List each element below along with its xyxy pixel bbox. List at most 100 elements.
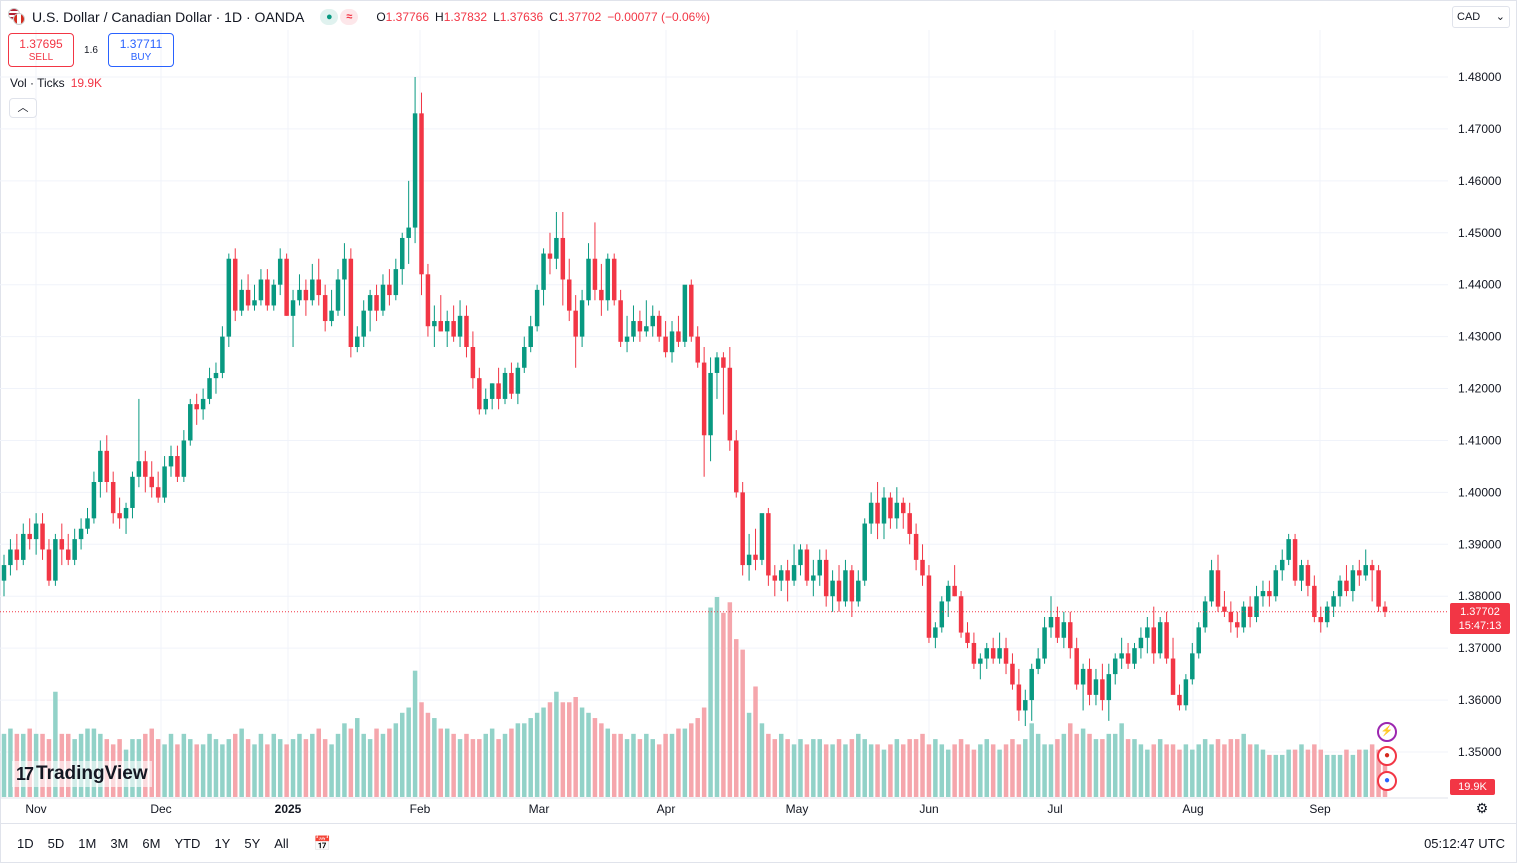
candle — [1312, 575, 1317, 623]
volume-bar — [984, 739, 990, 797]
volume-bar — [220, 744, 225, 797]
range-1m[interactable]: 1M — [78, 836, 97, 851]
volume-bar — [1, 733, 7, 797]
candle — [316, 258, 321, 306]
volume-bar — [387, 728, 392, 797]
candle — [978, 653, 983, 680]
lightning-event-icon[interactable]: ⚡ — [1377, 722, 1397, 742]
volume-bar — [599, 723, 604, 797]
volume-bar — [1350, 754, 1356, 797]
candle — [1151, 606, 1157, 664]
candle — [239, 279, 244, 316]
x-tick-label: Dec — [150, 802, 171, 816]
candle — [489, 383, 495, 410]
range-all[interactable]: All — [274, 836, 289, 851]
range-3m[interactable]: 3M — [110, 836, 129, 851]
volume-bar — [380, 733, 386, 797]
volume-bar — [817, 739, 823, 797]
candle — [1190, 642, 1195, 685]
candle — [226, 253, 232, 347]
price-chart[interactable]: 1.48000 1.47000 1.46000 1.45000 1.44000 1.430… — [0, 0, 1517, 822]
approx-icon[interactable]: ≈ — [340, 9, 359, 25]
candle — [213, 362, 219, 394]
volume-bar — [1003, 744, 1009, 797]
candle — [971, 632, 977, 669]
x-tick-label: Nov — [25, 802, 46, 816]
candle — [611, 253, 617, 306]
candle — [631, 305, 636, 342]
buy-button[interactable]: 1.37711 BUY — [108, 33, 174, 67]
candle — [65, 533, 71, 566]
volume-bar — [1286, 749, 1291, 797]
date-range-calendar-icon[interactable]: 📅 — [313, 834, 332, 851]
candle — [136, 398, 142, 488]
volume-bar — [438, 728, 444, 797]
volume-bar — [901, 744, 906, 797]
candle — [1279, 549, 1285, 581]
volume-legend-label[interactable]: Vol · Ticks — [10, 76, 65, 90]
candle — [1215, 554, 1221, 612]
candle — [830, 570, 835, 612]
clock-utc[interactable]: 05:12:47 UTC — [1424, 836, 1505, 851]
volume-bar — [1363, 749, 1368, 797]
volume-bar — [329, 744, 334, 797]
candle — [894, 487, 900, 529]
range-ytd[interactable]: YTD — [174, 836, 201, 851]
volume-bar — [1228, 739, 1234, 797]
volume-bar — [1093, 739, 1099, 797]
candle — [965, 622, 970, 649]
candle — [1241, 601, 1246, 633]
market-open-dot-icon[interactable]: ● — [320, 9, 339, 25]
candle — [1254, 585, 1259, 623]
volume-bar — [1010, 739, 1015, 797]
range-1d[interactable]: 1D — [17, 836, 34, 851]
candle — [162, 456, 167, 503]
volume-bar — [168, 733, 174, 797]
volume-bar — [425, 712, 431, 797]
volume-bar — [1190, 749, 1195, 797]
volume-bar — [464, 733, 469, 797]
candle — [329, 289, 334, 327]
candle — [310, 263, 315, 306]
volume-bar — [566, 702, 572, 797]
volume-bar — [181, 733, 187, 797]
candle — [1080, 663, 1086, 711]
volume-bar — [477, 739, 482, 797]
x-tick-label: Aug — [1182, 802, 1203, 816]
candle — [1286, 533, 1291, 566]
volume-bar — [624, 739, 630, 797]
volume-bar — [663, 733, 668, 797]
candle — [1164, 611, 1169, 664]
range-6m[interactable]: 6M — [142, 836, 161, 851]
range-5d[interactable]: 5D — [47, 836, 65, 851]
canada-event-icon[interactable]: ● — [1377, 746, 1397, 766]
range-5y[interactable]: 5Y — [244, 836, 261, 851]
volume-bar — [393, 723, 399, 797]
currency-selector[interactable]: CAD ⌄ — [1452, 6, 1510, 28]
volume-bar — [856, 733, 861, 797]
y-tick-label: 1.35000 — [1458, 745, 1502, 759]
volume-bar — [1235, 739, 1240, 797]
volume-bar — [939, 744, 945, 797]
volume-bar — [297, 733, 302, 797]
settings-gear-icon[interactable]: ⚙ — [1475, 800, 1489, 816]
volume-bar — [149, 728, 154, 797]
x-tick-label: 2025 — [275, 802, 302, 816]
candle — [888, 492, 893, 529]
range-1y[interactable]: 1Y — [214, 836, 231, 851]
candle — [1235, 611, 1240, 638]
candle — [901, 497, 906, 529]
sell-button[interactable]: 1.37695 SELL — [8, 33, 74, 67]
volume-bar — [483, 733, 488, 797]
volume-bar — [804, 744, 810, 797]
candle — [1106, 663, 1112, 721]
candle — [836, 565, 842, 612]
y-tick-label: 1.47000 — [1458, 122, 1502, 136]
volume-bar — [1279, 754, 1285, 797]
candle — [579, 289, 585, 347]
volume-bar — [894, 739, 900, 797]
collapse-legend-button[interactable]: ︿ — [9, 98, 37, 118]
us-event-icon[interactable]: ● — [1377, 771, 1397, 791]
symbol-title[interactable]: U.S. Dollar / Canadian Dollar · 1D · OAN… — [32, 9, 305, 25]
volume-bar — [252, 744, 257, 797]
